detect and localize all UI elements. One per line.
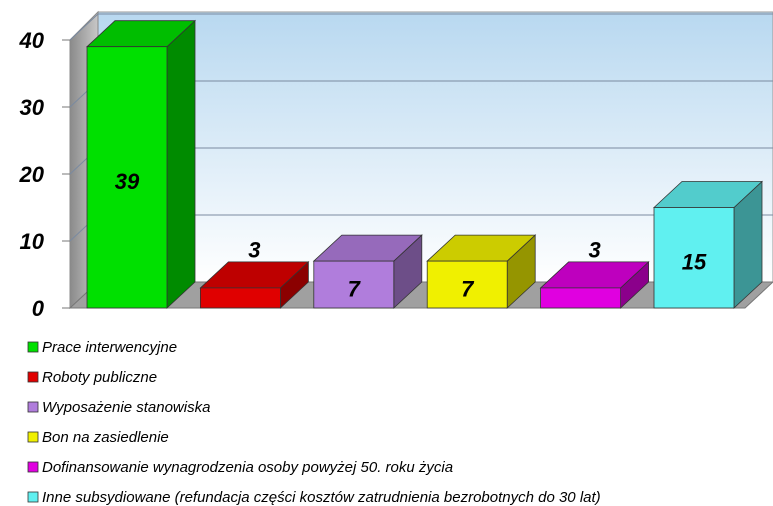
bar [86, 46, 168, 309]
grid-line [69, 13, 99, 41]
legend-swatch [27, 431, 39, 443]
bar [540, 287, 621, 309]
bar [199, 287, 281, 309]
value-label: 3 [248, 238, 260, 263]
legend-swatch [27, 401, 39, 413]
value-label: 15 [682, 250, 707, 275]
y-tick-label: 0 [32, 296, 45, 321]
legend-label: Inne subsydiowane (refundacja części kos… [42, 489, 601, 506]
y-tick-label: 20 [19, 162, 45, 187]
legend-label: Dofinansowanie wynagrodzenia osoby powyż… [42, 459, 453, 476]
legend-swatch [27, 491, 39, 503]
bar [426, 260, 508, 309]
y-tick-label: 10 [20, 229, 45, 254]
value-label: 39 [115, 169, 140, 194]
bar [313, 260, 395, 309]
legend-swatch [27, 341, 39, 353]
legend-swatch [27, 461, 39, 473]
legend-label: Bon na zasiedlenie [42, 429, 169, 446]
legend-label: Prace interwencyjne [42, 339, 177, 356]
y-tick-label: 40 [19, 28, 45, 53]
bar-side [166, 19, 196, 309]
y-tick-label: 30 [20, 95, 45, 120]
bar [653, 207, 735, 309]
legend-label: Wyposażenie stanowiska [42, 399, 210, 416]
legend-label: Roboty publiczne [42, 369, 157, 386]
value-label: 3 [588, 238, 600, 263]
value-label: 7 [348, 276, 362, 301]
value-label: 7 [461, 276, 475, 301]
legend-swatch [27, 371, 39, 383]
